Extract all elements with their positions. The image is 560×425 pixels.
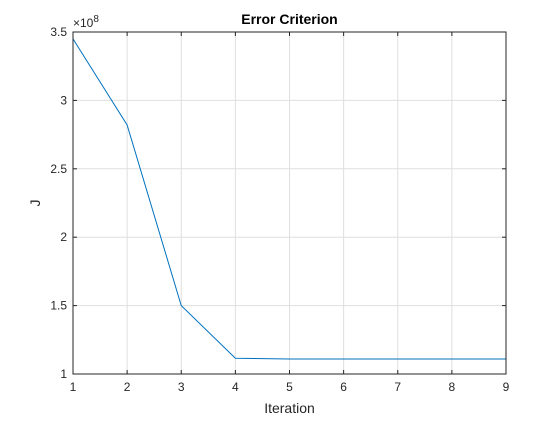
- grid: [73, 32, 506, 374]
- y-tick-label: 3.5: [50, 25, 67, 39]
- x-tick-label: 8: [449, 380, 456, 394]
- tick-labels: 1 2 3 4 5 6 7 8 9 1 1.5 2 2.5 3 3.5: [50, 25, 509, 394]
- x-tick-label: 6: [340, 380, 347, 394]
- y-tick-label: 2: [60, 230, 67, 244]
- x-tick-label: 5: [286, 380, 293, 394]
- series-line: [72, 38, 506, 360]
- chart-title: Error Criterion: [241, 11, 337, 27]
- x-tick-label: 1: [70, 380, 77, 394]
- y-axis-label: J: [27, 200, 43, 207]
- y-axis-exponent: ×108: [73, 14, 99, 30]
- x-tick-label: 3: [178, 380, 185, 394]
- y-axis-exponent-power: 8: [93, 14, 99, 25]
- x-tick-label: 7: [394, 380, 401, 394]
- y-tick-label: 2.5: [50, 162, 67, 176]
- y-tick-label: 3: [60, 93, 67, 107]
- ticks: [72, 31, 507, 375]
- x-axis-label: Iteration: [264, 400, 315, 416]
- y-tick-label: 1: [60, 367, 67, 381]
- y-axis-exponent-base: ×10: [73, 16, 94, 30]
- x-tick-label: 2: [124, 380, 131, 394]
- x-tick-label: 4: [232, 380, 239, 394]
- x-tick-label: 9: [503, 380, 510, 394]
- y-tick-label: 1.5: [50, 299, 67, 313]
